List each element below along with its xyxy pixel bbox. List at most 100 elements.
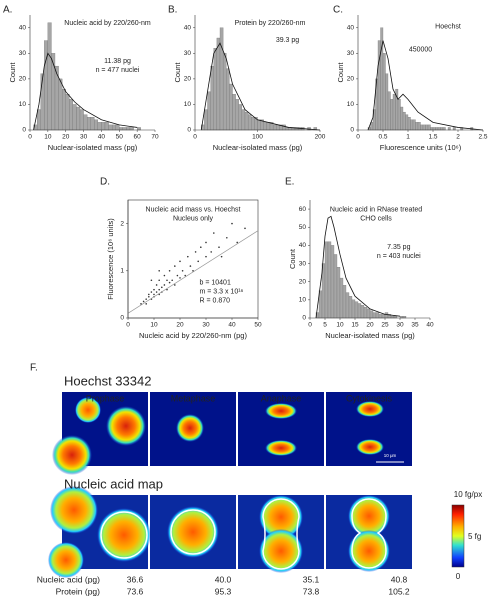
point bbox=[184, 274, 186, 277]
panel-label: B. bbox=[168, 5, 177, 16]
scale-bar-label: 10 μm bbox=[384, 453, 397, 458]
colorbar bbox=[451, 504, 465, 568]
point bbox=[161, 286, 163, 289]
phase-label: Prophase bbox=[86, 393, 125, 403]
x-tick-label: 35 bbox=[411, 322, 419, 329]
point bbox=[155, 284, 158, 286]
cell bbox=[52, 435, 92, 475]
y-axis-label: Count bbox=[173, 62, 182, 83]
y-tick-label: 40 bbox=[19, 24, 27, 31]
cell bbox=[348, 495, 390, 537]
x-tick-label: 100 bbox=[252, 134, 263, 141]
bar bbox=[425, 124, 429, 131]
cell bbox=[259, 495, 303, 539]
point bbox=[179, 277, 181, 279]
bar bbox=[348, 296, 353, 319]
bar bbox=[363, 306, 368, 319]
bar bbox=[437, 127, 441, 131]
cell-outline bbox=[351, 498, 387, 569]
chart-title: Nucleic acid by 220/260-nm bbox=[64, 20, 151, 27]
trend-line bbox=[127, 230, 259, 314]
point bbox=[158, 279, 160, 282]
x-axis-label: Nuclear-isolated mass (pg) bbox=[213, 143, 303, 152]
table-value: 35.1 bbox=[303, 574, 320, 584]
bar bbox=[119, 127, 124, 131]
point bbox=[181, 270, 184, 272]
table-value: 73.8 bbox=[303, 586, 320, 596]
y-tick-label: 20 bbox=[19, 76, 27, 83]
bar bbox=[354, 301, 359, 319]
cell bbox=[259, 529, 303, 573]
bar bbox=[266, 122, 271, 131]
panel-label: E. bbox=[285, 177, 294, 188]
bar bbox=[390, 99, 394, 131]
x-tick-label: 20 bbox=[176, 322, 184, 329]
bar bbox=[405, 114, 409, 131]
y-tick-label: 20 bbox=[347, 76, 355, 83]
bar bbox=[251, 117, 255, 131]
bar bbox=[417, 122, 421, 131]
bar bbox=[210, 65, 214, 131]
cell bbox=[176, 414, 204, 442]
x-tick-label: 200 bbox=[315, 134, 326, 141]
bar bbox=[369, 310, 374, 319]
bar bbox=[111, 124, 116, 131]
cell bbox=[50, 486, 98, 534]
bar bbox=[86, 117, 91, 131]
bar bbox=[69, 99, 74, 131]
bar bbox=[336, 267, 341, 319]
x-tick-label: 10 bbox=[336, 322, 344, 329]
bar bbox=[226, 68, 230, 131]
colorbar-min: 0 bbox=[456, 572, 461, 581]
cell bbox=[265, 403, 297, 419]
point bbox=[200, 246, 202, 248]
x-tick-label: 30 bbox=[202, 322, 210, 329]
cell-outline bbox=[170, 509, 216, 555]
bar bbox=[432, 127, 436, 131]
point bbox=[168, 270, 171, 272]
bar bbox=[435, 127, 439, 131]
point bbox=[226, 236, 228, 239]
colorbar-max: 10 fg/px bbox=[454, 490, 482, 499]
bar bbox=[385, 73, 389, 131]
x-tick-label: 0 bbox=[28, 134, 32, 141]
bar bbox=[90, 117, 95, 131]
cell-outline bbox=[100, 511, 148, 559]
x-tick-label: 25 bbox=[381, 322, 389, 329]
bar bbox=[400, 106, 404, 131]
bar bbox=[415, 122, 419, 131]
x-axis-label: Fluorescence units (10⁶) bbox=[380, 143, 462, 152]
chart-title: CHO cells bbox=[360, 215, 392, 222]
bar bbox=[384, 312, 389, 319]
point bbox=[192, 270, 194, 272]
bar bbox=[51, 53, 56, 131]
bar bbox=[345, 292, 350, 319]
phase-label: Anaphase bbox=[261, 393, 302, 403]
bar bbox=[101, 122, 106, 131]
y-tick-label: 30 bbox=[19, 50, 27, 57]
bar bbox=[229, 83, 233, 131]
point bbox=[210, 251, 212, 253]
bar bbox=[382, 53, 386, 131]
panel-label: F. bbox=[30, 363, 38, 374]
y-tick-label: 20 bbox=[184, 76, 192, 83]
bar bbox=[207, 91, 211, 131]
bar bbox=[430, 127, 434, 131]
x-tick-label: 2 bbox=[456, 134, 460, 141]
point bbox=[145, 298, 147, 300]
point bbox=[142, 300, 145, 303]
point bbox=[153, 293, 155, 296]
point bbox=[194, 251, 197, 253]
bar bbox=[219, 27, 224, 131]
point bbox=[145, 303, 147, 305]
x-tick-label: 0.5 bbox=[378, 134, 387, 141]
bar bbox=[263, 122, 268, 131]
point bbox=[236, 241, 238, 244]
chart-title: Nucleus only bbox=[173, 215, 214, 222]
annotation: m = 3.3 x 10¹⁶ bbox=[200, 288, 244, 295]
point bbox=[140, 303, 142, 305]
bar bbox=[447, 127, 451, 131]
bar bbox=[94, 119, 99, 131]
y-tick-label: 40 bbox=[299, 242, 307, 249]
